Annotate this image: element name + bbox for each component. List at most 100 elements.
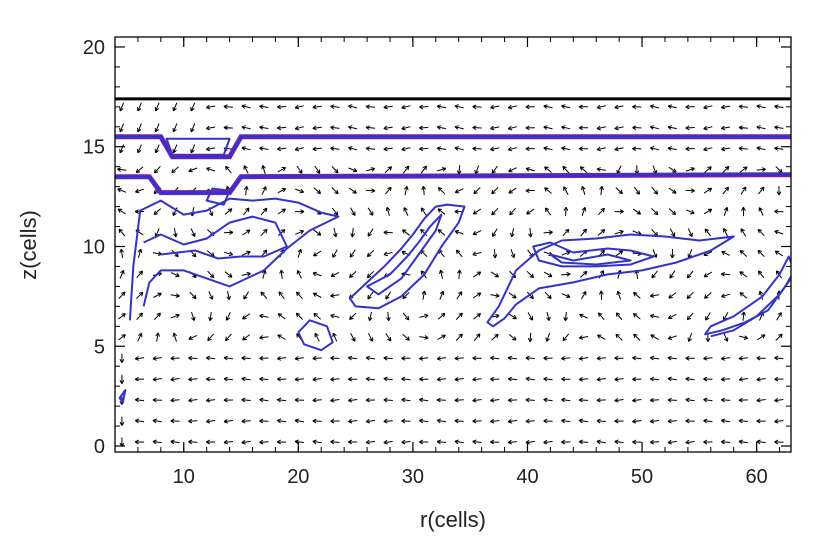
vector-arrow — [294, 146, 304, 152]
vector-arrow — [223, 125, 233, 131]
vector-arrow — [563, 206, 569, 217]
vector-arrow — [563, 311, 569, 322]
vector-arrow — [188, 376, 198, 382]
vector-arrow — [383, 104, 393, 110]
vector-arrow — [561, 146, 571, 151]
vector-arrow — [615, 312, 623, 321]
vector-arrow — [154, 102, 160, 112]
vector-arrow — [170, 293, 180, 298]
vector-arrow — [632, 313, 641, 320]
vector-arrow — [170, 355, 180, 361]
vector-arrow — [738, 377, 748, 382]
vector-arrow — [649, 125, 660, 130]
vector-arrow — [365, 418, 376, 424]
vector-arrow — [223, 355, 233, 361]
vector-arrow — [173, 228, 178, 238]
vector-arrow — [189, 291, 197, 300]
vector-arrow — [507, 418, 518, 424]
vector-arrow — [170, 377, 180, 382]
vector-arrow — [439, 290, 445, 300]
vector-arrow — [261, 165, 266, 175]
vector-arrow — [721, 293, 731, 298]
vector-arrow — [775, 333, 783, 341]
vector-arrow — [596, 377, 606, 382]
vector-arrow — [118, 228, 126, 237]
vector-arrow — [774, 125, 784, 130]
vector-arrow — [703, 104, 713, 110]
vector-arrow — [421, 185, 427, 196]
vector-arrow — [455, 249, 463, 258]
vector-arrow — [723, 228, 729, 237]
vector-arrow — [330, 104, 340, 110]
vector-arrow — [330, 439, 340, 445]
vector-arrow — [596, 397, 606, 403]
vector-arrow — [720, 376, 731, 382]
vector-arrow — [137, 248, 143, 258]
vector-arrow — [276, 439, 287, 445]
vector-arrow — [685, 209, 695, 215]
vector-arrow — [190, 228, 196, 237]
vector-arrow — [330, 398, 340, 403]
vector-arrow — [419, 125, 429, 131]
vector-arrow — [686, 291, 694, 300]
vector-arrow — [774, 104, 784, 109]
vector-arrow — [365, 439, 376, 445]
vector-arrow — [632, 125, 642, 131]
vector-arrow — [720, 397, 731, 403]
vector-arrow — [720, 271, 731, 277]
vector-arrow — [669, 270, 676, 279]
vector-arrow — [687, 332, 693, 342]
vector-arrow — [404, 185, 409, 196]
vector-arrow — [597, 207, 605, 216]
vector-arrow — [312, 250, 322, 257]
vector-arrow — [720, 125, 731, 131]
vector-arrow — [313, 229, 322, 236]
vector-arrow — [276, 104, 287, 110]
vector-arrow — [205, 439, 216, 445]
vector-arrow — [152, 397, 162, 403]
vector-arrow — [670, 248, 675, 259]
vector-arrow — [419, 439, 429, 445]
vector-arrow — [703, 439, 713, 445]
vector-arrow — [454, 377, 464, 382]
vector-arrow — [119, 374, 125, 384]
vector-arrow — [561, 293, 571, 298]
vector-arrow — [738, 125, 748, 131]
vector-arrow — [243, 185, 249, 196]
vector-arrow — [543, 230, 553, 235]
vector-arrow — [651, 270, 658, 279]
contour-line — [710, 277, 791, 338]
vector-arrow — [278, 229, 286, 236]
vector-arrow — [191, 311, 196, 321]
vector-arrow — [119, 269, 125, 279]
vector-arrow — [667, 397, 677, 403]
vector-arrow — [296, 269, 302, 279]
vector-arrow — [294, 418, 304, 424]
vector-arrow — [226, 290, 231, 301]
vector-arrow — [118, 291, 126, 299]
vector-arrow — [208, 311, 213, 322]
vector-arrow — [740, 228, 747, 237]
vector-arrow — [421, 290, 427, 300]
vector-arrow — [543, 104, 553, 109]
vector-arrow — [667, 376, 677, 382]
vector-arrow — [383, 376, 393, 382]
vector-arrow — [312, 104, 322, 110]
vector-arrow — [667, 418, 677, 424]
vector-arrow — [276, 418, 287, 424]
vector-arrow — [276, 397, 287, 403]
vector-arrow — [685, 397, 695, 403]
vector-arrow — [188, 334, 198, 340]
vector-arrow — [402, 165, 410, 174]
vector-arrow — [739, 166, 748, 173]
vector-arrow — [509, 207, 516, 216]
vector-arrow — [314, 165, 321, 174]
vector-arrow — [401, 397, 411, 403]
vector-arrow — [756, 397, 766, 403]
vector-arrow — [384, 166, 393, 174]
vector-arrow — [723, 206, 729, 216]
vector-arrow — [330, 313, 340, 319]
vector-arrow — [581, 206, 587, 216]
vector-arrow — [774, 439, 784, 445]
